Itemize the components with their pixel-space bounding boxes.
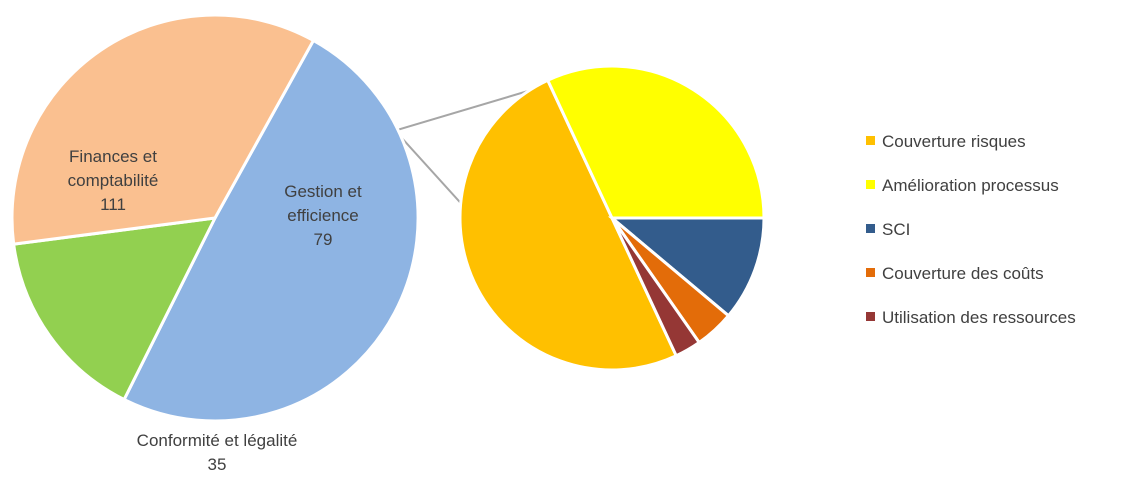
legend-swatch xyxy=(866,224,875,233)
main-label-conformite-et-legalite: Conformité et légalité 35 xyxy=(137,431,298,474)
legend-label: Couverture des coûts xyxy=(882,264,1044,283)
secondary-slice-amelioration-processus xyxy=(545,64,766,220)
legend-item-utilisation-des-ressources: Utilisation des ressources xyxy=(866,308,1076,327)
legend-item-amelioration-processus: Amélioration processus xyxy=(866,176,1059,195)
main-pie xyxy=(10,13,420,423)
main-pie-labels: Finances et comptabilité 111 Conformité et … xyxy=(68,147,362,474)
secondary-slice-couverture-risques xyxy=(458,78,679,372)
legend-item-couverture-risques: Couverture risques xyxy=(866,132,1026,151)
legend-swatch xyxy=(866,180,875,189)
secondary-slice-utilisation-des-ressources xyxy=(610,217,702,358)
legend-label: SCI xyxy=(882,220,910,239)
main-label-gestion-et-efficience: Gestion et efficience 79 xyxy=(284,182,362,249)
legend-label: Utilisation des ressources xyxy=(882,308,1076,327)
main-slice-gestion-et-efficience xyxy=(10,13,316,246)
secondary-pie xyxy=(458,64,766,372)
legend: Couverture risques Amélioration processus… xyxy=(866,132,1076,327)
main-slice-conformite-et-legalite xyxy=(12,216,218,402)
secondary-slice-sci xyxy=(607,216,766,318)
main-label-finances-et-comptabilite: Finances et comptabilité 111 xyxy=(68,147,159,214)
legend-item-sci: SCI xyxy=(866,220,910,239)
legend-swatch xyxy=(866,268,875,277)
legend-swatch xyxy=(866,136,875,145)
legend-swatch xyxy=(866,312,875,321)
legend-item-couverture-des-couts: Couverture des coûts xyxy=(866,264,1044,283)
legend-label: Amélioration processus xyxy=(882,176,1059,195)
main-slice-finances-et-comptabilite xyxy=(122,38,420,423)
legend-label: Couverture risques xyxy=(882,132,1026,151)
